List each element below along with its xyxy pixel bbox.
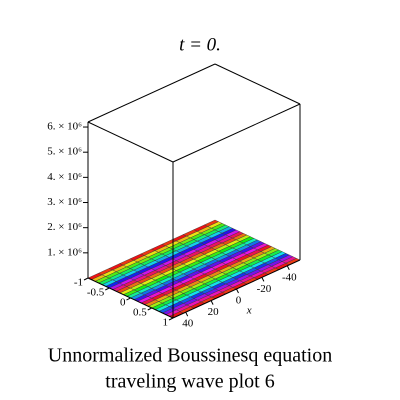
x-tick-label: -40 — [282, 271, 297, 283]
x-tick — [261, 277, 265, 282]
z-tick-label: 3. × 10⁶ — [47, 196, 82, 208]
x-tick-label: -20 — [257, 283, 272, 295]
y-tick-label: 1 — [163, 317, 169, 329]
x-tick — [210, 300, 214, 305]
x-tick-label: 20 — [208, 306, 220, 318]
y-tick-label: 0.5 — [133, 307, 147, 319]
x-axis-label: x — [246, 305, 252, 317]
y-tick-label: -0.5 — [87, 287, 105, 299]
box-edge — [87, 121, 174, 163]
surface-level — [87, 219, 301, 319]
box-edge — [172, 103, 301, 163]
x-tick — [236, 288, 239, 294]
y-tick — [105, 287, 110, 291]
z-tick-label: 2. × 10⁶ — [47, 221, 82, 233]
z-tick-label: 5. × 10⁶ — [47, 146, 82, 158]
z-tick-label: 6. × 10⁶ — [47, 121, 82, 133]
box-edge — [214, 63, 301, 105]
surface — [87, 219, 301, 319]
x-tick — [286, 265, 290, 271]
x-tick-label: 40 — [182, 318, 194, 330]
y-tick — [147, 307, 152, 311]
x-tick — [185, 311, 189, 317]
z-tick-label: 4. × 10⁶ — [47, 171, 82, 183]
axes-box: 1. × 10⁶ 2. × 10⁶ 3. × 10⁶ 4. × 10⁶ 5. × 10⁶… — [47, 63, 301, 330]
z-tick-label: 1. × 10⁶ — [47, 246, 82, 258]
y-tick — [83, 277, 89, 281]
chart-title: t = 0. — [179, 34, 221, 55]
caption-line: traveling wave plot 6 — [105, 371, 274, 393]
y-tick — [126, 297, 131, 301]
x-tick-label: 0 — [236, 295, 242, 307]
caption-line: Unnormalized Boussinesq equation — [48, 345, 332, 367]
box-edge — [87, 63, 216, 123]
y-tick — [168, 317, 174, 321]
y-tick-label: -1 — [74, 277, 83, 289]
y-tick-label: 0 — [120, 297, 126, 309]
